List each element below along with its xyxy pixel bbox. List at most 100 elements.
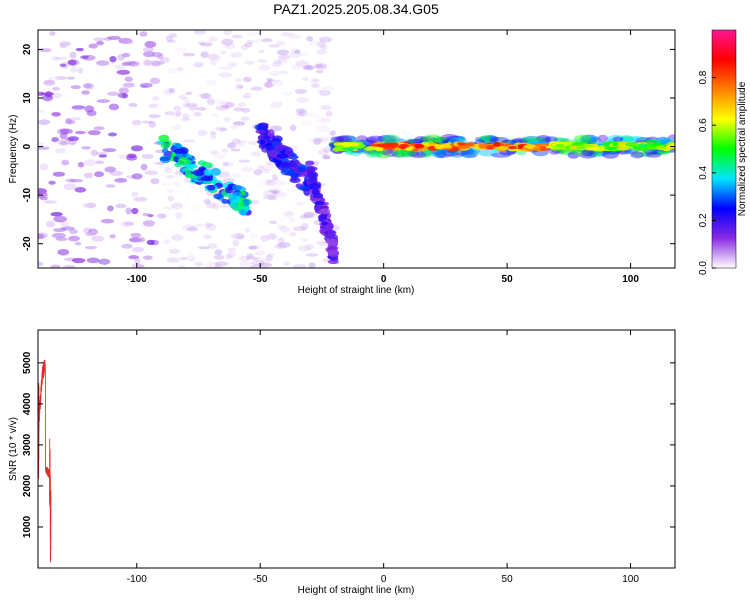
spectrogram-cell (667, 134, 675, 143)
spectrogram-cell (45, 220, 56, 228)
spectrogram-cell (179, 256, 188, 261)
spectrogram-cell (85, 231, 93, 236)
spectrogram-cell (553, 137, 565, 143)
spectrogram-cell (319, 118, 332, 125)
spectrogram-cell (227, 142, 236, 149)
spectrogram-cell (214, 261, 229, 267)
spectrogram-cell (225, 188, 234, 194)
spectrogram-cell (267, 233, 277, 240)
spectrogram-cell (230, 124, 238, 130)
spectrogram-cell (321, 85, 335, 92)
colorbar-tick-label: 0.4 (698, 165, 709, 179)
spectrogram-cell (188, 258, 196, 262)
spectrogram-cell (273, 79, 284, 87)
spectrogram-cell (166, 257, 180, 263)
spectrogram-cell (188, 104, 199, 111)
spectrogram-cell (288, 217, 295, 223)
spectrogram-cell (313, 137, 322, 145)
spectrogram-cell (100, 218, 115, 224)
spectrogram-cell (105, 184, 116, 188)
spectrogram-cell (178, 94, 187, 100)
spectrogram-cell (108, 103, 120, 111)
y-tick-label: -10 (22, 187, 33, 202)
spectrogram-cell (323, 145, 332, 153)
spectrogram-cell (221, 148, 229, 153)
spectrogram-cell (39, 196, 48, 201)
spectrogram-cell (305, 253, 319, 257)
spectrogram-cell (478, 137, 490, 144)
spectrogram-cell (257, 134, 264, 141)
spectrogram-cell (575, 145, 585, 150)
spectrogram-cell (221, 198, 229, 204)
spectrogram-cell (213, 193, 224, 200)
spectrogram-cell (207, 53, 220, 61)
spectrogram-cell (68, 235, 80, 242)
spectrogram-cell (173, 105, 182, 113)
spectrogram-cell (586, 136, 597, 146)
spectrogram-cell (631, 152, 647, 158)
spectrogram-cell (249, 232, 258, 239)
spectrogram-cell (223, 161, 234, 167)
spectrogram-cell (315, 62, 327, 70)
spectrogram-cell (258, 49, 265, 54)
spectrogram-cell (177, 157, 189, 165)
spectrogram-cell (142, 212, 151, 217)
spectrogram-cell (291, 64, 302, 71)
spectrogram-cell (61, 221, 70, 228)
spectrogram-cell (321, 156, 331, 160)
spectrogram-cell (544, 136, 558, 142)
spectrogram-cell (221, 38, 234, 46)
spectrogram-cell (81, 146, 92, 150)
spectrogram-cell (308, 182, 321, 191)
spectrogram-cell (121, 221, 134, 227)
snr-frame (37, 329, 676, 569)
spectrogram-cell (130, 232, 142, 238)
spectrogram-cell (109, 234, 116, 239)
spectrogram-cell (215, 126, 228, 132)
spectrogram-cell (288, 52, 302, 59)
spectrogram-cell (168, 248, 180, 255)
spectrogram-cell (150, 60, 162, 67)
snr-y-label: SNR (10 * v/v) (8, 417, 19, 481)
spectrogram-cell (50, 264, 61, 268)
spectrogram-cell (305, 160, 315, 166)
spectrogram-cell (295, 108, 304, 116)
spectrogram-cell (254, 250, 266, 256)
spectrogram-cell (52, 171, 66, 177)
spectrogram-cell (397, 149, 417, 157)
spectrogram-cell (121, 62, 132, 66)
spectrogram-cell (210, 150, 219, 155)
spectrogram-cell (612, 136, 624, 142)
spectrogram-cell (257, 59, 268, 63)
spectrogram-cell (59, 63, 67, 68)
spectrogram-cell (456, 142, 467, 146)
spectrogram-cell (104, 166, 117, 173)
spectrogram-cell (142, 255, 153, 260)
spectrogram-cell (232, 172, 242, 178)
spectrogram-cell (224, 43, 236, 50)
spectrogram-cell (211, 113, 219, 117)
spectrogram-cell (240, 116, 250, 122)
spectrogram-cell (96, 40, 104, 46)
spectrogram-cell (289, 231, 297, 237)
colorbar-tick-label: 0.0 (698, 261, 709, 275)
spectrogram-cell (227, 247, 237, 252)
spectrogram-cell (77, 161, 85, 168)
spectrogram-cell (176, 67, 184, 72)
spectrogram-cell (214, 99, 225, 104)
spectrogram-cell (316, 88, 323, 93)
spectrogram-cell (118, 37, 133, 44)
spectrogram-cell (58, 139, 67, 146)
spectrogram-cell (48, 180, 56, 185)
spectrogram-cell (555, 143, 565, 148)
colorbar-tick-label: 0.6 (698, 118, 709, 132)
spectrogram-cell (106, 91, 120, 96)
spectrogram-cell (170, 234, 184, 241)
spectrogram-cell (75, 47, 84, 52)
spectrogram-cell (261, 135, 271, 140)
spectrogram-cell (160, 142, 171, 149)
spectrogram-cell (139, 82, 153, 88)
spectrogram-cell (290, 124, 297, 132)
spectrogram-cell (165, 35, 173, 42)
spectrogram-cell (533, 146, 541, 151)
